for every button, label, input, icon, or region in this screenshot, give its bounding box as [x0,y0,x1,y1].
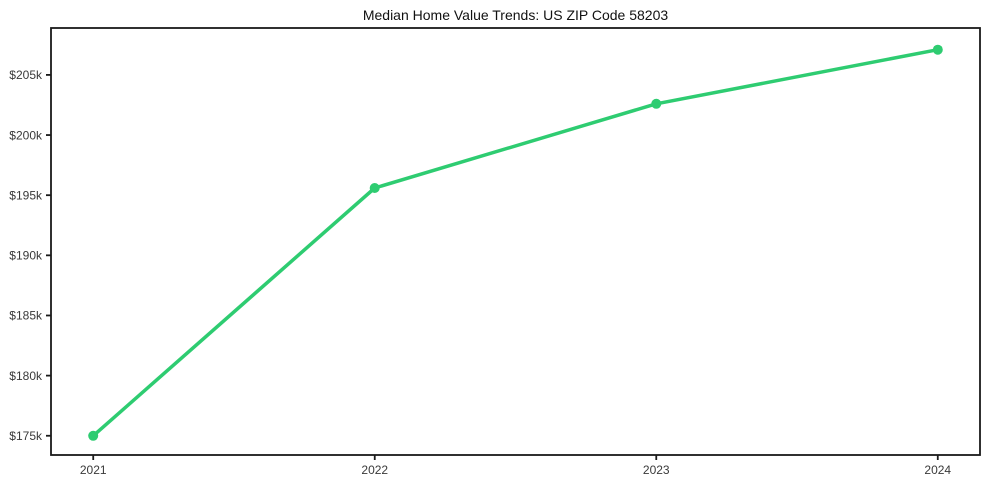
x-tick-label: 2022 [361,463,388,477]
data-point-2021 [88,430,99,441]
y-tick-label: $190k [9,249,43,263]
y-tick-label: $180k [9,369,43,383]
y-axis: $175k $180k $185k $190k $195k $200k $205k [9,68,51,443]
y-tick-label: $185k [9,309,43,323]
x-tick-label: 2021 [80,463,107,477]
x-axis: 2021 2022 2023 2024 [80,455,951,477]
x-tick-label: 2024 [924,463,951,477]
chart-title: Median Home Value Trends: US ZIP Code 58… [363,7,669,23]
y-tick-label: $175k [9,429,43,443]
series-layer [88,44,943,441]
y-tick-label: $195k [9,188,43,202]
data-point-2024 [932,44,943,55]
x-tick-label: 2023 [643,463,670,477]
data-point-2022 [369,183,380,193]
plot-spines [50,27,981,456]
y-tick-label: $200k [9,128,43,142]
data-point-2023 [651,98,662,109]
series-line [91,47,940,438]
plot-frame [50,27,981,456]
y-tick-label: $205k [9,68,43,82]
